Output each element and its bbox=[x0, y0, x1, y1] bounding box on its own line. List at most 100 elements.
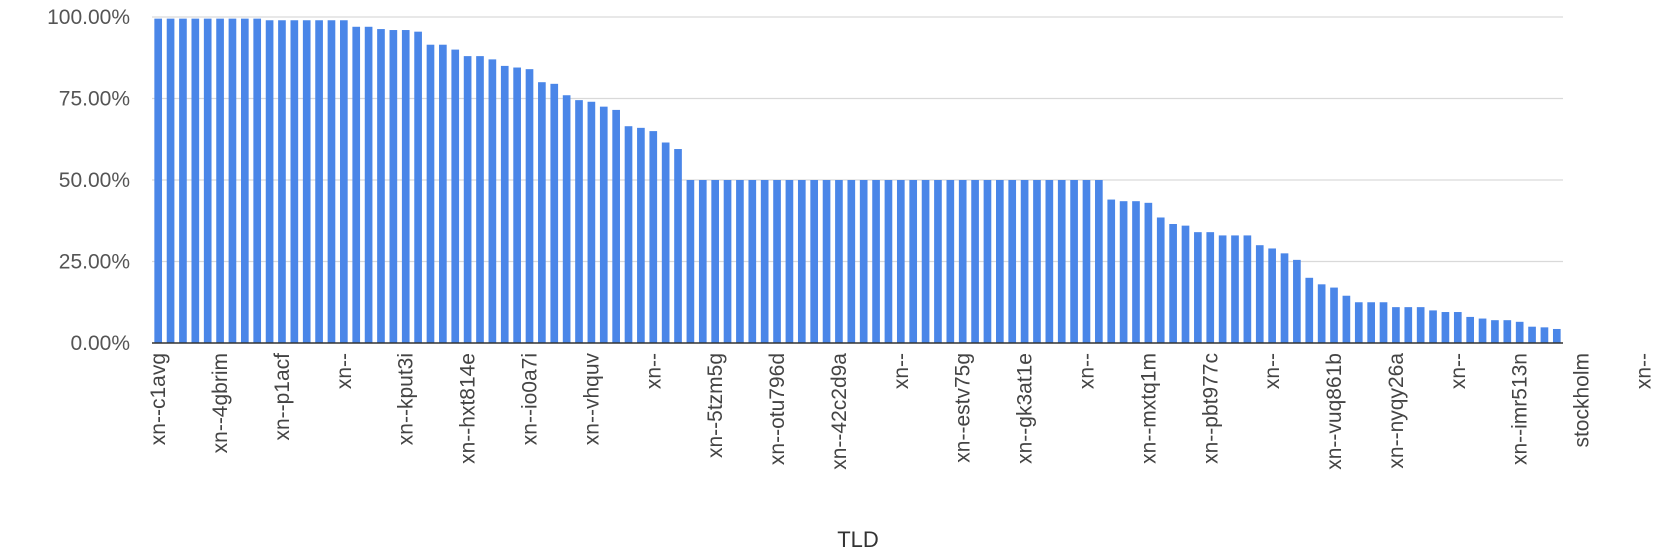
bar bbox=[921, 180, 930, 343]
bar bbox=[1144, 202, 1153, 343]
x-tick-label: xn-- bbox=[890, 353, 913, 389]
x-tick-label: xn--pbt977c bbox=[1199, 353, 1222, 464]
x-tick-label: xn--gk3at1e bbox=[1014, 353, 1037, 464]
bar bbox=[278, 20, 286, 343]
bar bbox=[513, 67, 521, 343]
y-tick-label: 100.00% bbox=[47, 6, 130, 29]
bar bbox=[451, 49, 460, 343]
bar bbox=[773, 180, 781, 343]
x-tick-label: xn--mxtq1m bbox=[1137, 353, 1160, 464]
bar bbox=[872, 180, 880, 343]
bar bbox=[1181, 225, 1190, 343]
bar bbox=[1095, 180, 1103, 343]
bar bbox=[439, 44, 447, 344]
bar bbox=[1194, 232, 1202, 343]
bar bbox=[1119, 201, 1128, 343]
x-tick-label: xn--c1avg bbox=[147, 353, 170, 445]
bar bbox=[1305, 277, 1314, 343]
bar bbox=[265, 20, 274, 343]
y-tick-label: 25.00% bbox=[59, 251, 130, 274]
y-tick-label: 0.00% bbox=[70, 332, 130, 355]
x-tick-label: xn--estv75g bbox=[952, 353, 975, 463]
x-tick-label: xn--hxt814e bbox=[457, 353, 480, 464]
bar bbox=[1453, 312, 1462, 343]
bar bbox=[884, 180, 893, 343]
bar bbox=[1466, 316, 1474, 343]
bars bbox=[154, 18, 1561, 344]
bar bbox=[785, 180, 794, 343]
bar bbox=[1491, 320, 1499, 343]
bar bbox=[909, 180, 918, 343]
bar bbox=[1280, 253, 1289, 343]
x-tick-label: xn-- bbox=[333, 353, 356, 389]
bar bbox=[1070, 180, 1078, 343]
bar bbox=[1404, 307, 1413, 343]
bar bbox=[327, 20, 336, 343]
bar bbox=[934, 180, 942, 343]
bar bbox=[1268, 248, 1276, 343]
bar bbox=[1317, 284, 1326, 343]
y-tick-label: 50.00% bbox=[59, 169, 130, 192]
bar bbox=[822, 180, 831, 343]
bar bbox=[958, 180, 967, 343]
bar bbox=[698, 180, 707, 343]
bar bbox=[599, 106, 608, 344]
bar bbox=[686, 180, 695, 343]
bar bbox=[538, 82, 546, 343]
x-tick-label: stockholm bbox=[1571, 353, 1594, 448]
bar bbox=[1441, 312, 1450, 343]
bar bbox=[414, 31, 422, 343]
bar bbox=[835, 180, 843, 343]
x-tick-label: xn-- bbox=[1447, 353, 1470, 389]
bar bbox=[1082, 180, 1091, 343]
bar bbox=[946, 180, 955, 343]
bar bbox=[1243, 235, 1252, 343]
bar bbox=[637, 127, 645, 343]
bar bbox=[1379, 302, 1388, 343]
x-tick-label: xn--io0a7i bbox=[519, 353, 542, 445]
bar bbox=[500, 65, 509, 344]
bar bbox=[179, 18, 187, 343]
bar bbox=[1392, 307, 1400, 343]
x-tick-label: xn--imr513n bbox=[1509, 353, 1532, 465]
bar bbox=[575, 100, 583, 343]
bar bbox=[488, 59, 497, 343]
bar bbox=[253, 18, 262, 343]
bar bbox=[1367, 302, 1375, 343]
bar bbox=[389, 30, 398, 343]
bar bbox=[736, 180, 744, 343]
x-tick-label: xn-- bbox=[1075, 353, 1098, 389]
bar bbox=[661, 142, 670, 343]
x-tick-label: xn-- bbox=[1632, 353, 1655, 389]
x-tick-label: xn--vhquv bbox=[580, 353, 603, 446]
bar bbox=[154, 18, 163, 343]
x-tick-label: xn--kput3i bbox=[395, 353, 418, 445]
y-axis-tick-labels: 0.00% 25.00% 50.00% 75.00% 100.00% bbox=[47, 6, 130, 355]
bar bbox=[476, 56, 484, 344]
bar bbox=[1008, 180, 1017, 343]
x-axis-tick-labels: xn--c1avg xn--4gbrim xn--p1acf xn-- xn--kput… bbox=[147, 353, 1655, 470]
x-tick-label: xn--vuq861b bbox=[1323, 353, 1346, 470]
bar bbox=[674, 149, 682, 343]
bar bbox=[315, 20, 323, 343]
bar bbox=[1045, 180, 1054, 343]
bar bbox=[1429, 310, 1437, 343]
bar bbox=[1515, 321, 1524, 343]
bar bbox=[1503, 320, 1512, 343]
bar bbox=[240, 18, 249, 343]
bar bbox=[1020, 180, 1029, 343]
bar bbox=[1354, 302, 1363, 343]
bar bbox=[971, 180, 979, 343]
x-tick-label: xn-- bbox=[642, 353, 665, 389]
bar bbox=[203, 18, 212, 343]
bar bbox=[302, 20, 311, 343]
bar bbox=[352, 26, 361, 344]
x-tick-label: xn-- bbox=[1261, 353, 1284, 389]
bar bbox=[1293, 259, 1301, 343]
bar bbox=[191, 18, 200, 343]
bar bbox=[1156, 217, 1165, 343]
bar bbox=[983, 180, 992, 343]
bar bbox=[1231, 235, 1239, 343]
bar bbox=[1206, 232, 1215, 343]
x-tick-label: xn--5tzm5g bbox=[704, 353, 727, 458]
